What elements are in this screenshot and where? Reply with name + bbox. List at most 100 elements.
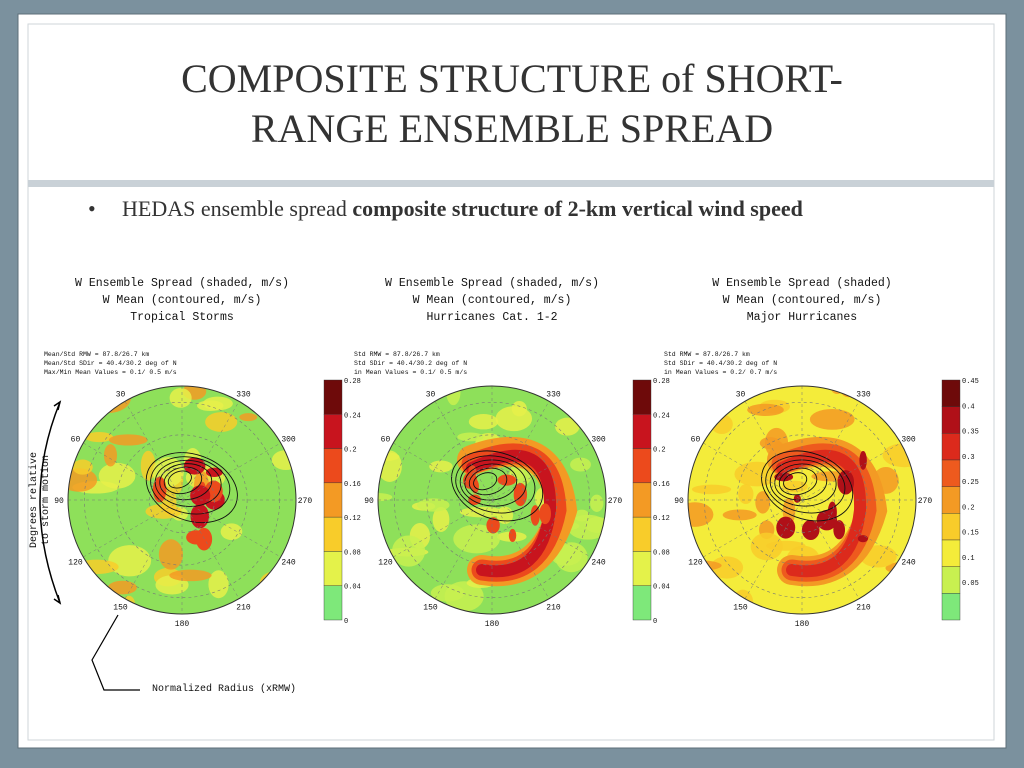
hot-patch (486, 517, 500, 534)
plot-rim (377, 385, 607, 615)
colorbar-tick-label: 0.28 (653, 378, 670, 386)
hot-patch (530, 505, 540, 526)
shade-patch (738, 484, 754, 505)
colorbar-tick-label: 0.25 (962, 479, 979, 487)
panel-caption: W Ensemble Spread (shaded, m/s) (385, 277, 599, 290)
grid-spoke (124, 401, 240, 599)
angle-label: 270 (918, 497, 933, 506)
colorbar-tick-label: 0.4 (962, 403, 975, 411)
hot-patch (774, 472, 794, 482)
angle-label: 300 (281, 436, 296, 445)
hot-patch (857, 535, 869, 543)
colorbar-segment (941, 379, 961, 407)
colorbar-tick-label: 0.16 (653, 481, 670, 489)
contour (769, 459, 837, 507)
colorbar-segment (941, 433, 961, 461)
title-divider (28, 180, 994, 187)
contour (455, 455, 536, 514)
shade-patch (169, 388, 192, 408)
panel-stats: Std RMW = 87.8/26.7 km (354, 351, 440, 358)
angle-label: 30 (116, 390, 126, 399)
colorbar-segment (941, 539, 961, 567)
contour (451, 450, 544, 522)
shade-patch (107, 580, 137, 595)
colorbar-segment (941, 406, 961, 434)
angle-label: 210 (546, 604, 561, 613)
slide-frame (27, 23, 995, 741)
colorbar-segment (323, 516, 343, 552)
angle-label: 150 (113, 604, 128, 613)
shade-patch (688, 502, 714, 527)
bullet-bold: composite structure of 2-km vertical win… (352, 196, 803, 221)
shade-patch (691, 484, 732, 495)
shade-patch (570, 457, 591, 472)
curved-arrow (39, 401, 61, 604)
colorbar-segment (941, 486, 961, 514)
shade-patch (444, 581, 484, 612)
hot-patch (801, 519, 820, 541)
angle-label: 240 (281, 559, 296, 568)
colorbar-tick-label: 0.04 (653, 584, 670, 592)
panel-caption: Tropical Storms (130, 311, 234, 324)
colorbar-tick-label: 0.3 (962, 454, 975, 462)
hot-patch (539, 503, 552, 525)
panel-stats: Mean/Std RMW = 87.8/26.7 km (44, 351, 149, 358)
shade-patch (239, 413, 258, 422)
panel-stats: Std RMW = 87.8/26.7 km (664, 351, 750, 358)
panel-caption: W Ensemble Spread (shaded) (712, 277, 891, 290)
panel-caption: W Mean (contoured, m/s) (103, 294, 262, 307)
colorbar-tick-label: 0.04 (344, 584, 361, 592)
hot-patch (190, 485, 211, 506)
angle-label: 210 (856, 604, 871, 613)
contour (150, 456, 231, 515)
shade-patch (496, 506, 514, 524)
colorbar-tick-label: 0.35 (962, 429, 979, 437)
shade-patch (755, 491, 771, 514)
contour (167, 470, 192, 489)
arrow-heads (53, 400, 62, 605)
colorbar-segment (323, 585, 343, 621)
angle-label: 90 (364, 497, 374, 506)
colorbar-tick-label: 0.2 (962, 504, 975, 512)
colorbar-segment (632, 379, 652, 415)
colorbar-segment (632, 585, 652, 621)
colorbar-tick-label: 0.12 (653, 515, 670, 523)
shade-patch (432, 506, 450, 532)
shade-patch (72, 459, 93, 475)
colorbar-tick-label: 0.08 (653, 549, 670, 557)
colorbar-tick-label: 0.08 (344, 549, 361, 557)
hot-patch (468, 494, 481, 505)
grid-spoke (703, 442, 901, 558)
angle-label: 30 (426, 390, 436, 399)
panel-stats: Max/Min Mean Values = 0.1/ 0.5 m/s (44, 369, 177, 376)
angle-label: 330 (546, 390, 561, 399)
shade-patch (747, 403, 784, 417)
grid-spoke (434, 401, 550, 599)
colorbar-tick-label: 0.05 (962, 580, 979, 588)
panel-stats: in Mean Values = 0.2/ 0.7 m/s (664, 369, 777, 376)
colorbar-segment (323, 551, 343, 586)
angle-label: 330 (856, 390, 871, 399)
colorbar-tick-label: 0.2 (344, 447, 357, 455)
title-line: RANGE ENSEMBLE SPREAD (251, 106, 773, 151)
colorbar-segment (941, 593, 961, 621)
colorbar-tick-label: 0.2 (653, 447, 666, 455)
angle-label: 270 (298, 497, 313, 506)
shade-patch (495, 406, 533, 432)
shade-patch (208, 570, 229, 599)
colorbar-segment (632, 551, 652, 586)
angle-label: 120 (68, 559, 83, 568)
panel-caption: W Ensemble Spread (shaded, m/s) (75, 277, 289, 290)
hot-patch (190, 504, 210, 529)
angle-label: 180 (795, 620, 810, 629)
bullet-marker: • (88, 196, 96, 221)
colorbar-segment (941, 459, 961, 487)
angle-label: 270 (608, 497, 623, 506)
shade-patch (197, 400, 224, 411)
angle-label: 30 (736, 390, 746, 399)
contour (778, 467, 818, 496)
colorbar-tick-label: 0.1 (962, 555, 975, 563)
colorbar-tick-label: 0.15 (962, 530, 979, 538)
angle-label: 240 (591, 559, 606, 568)
plot-rim (67, 385, 297, 615)
